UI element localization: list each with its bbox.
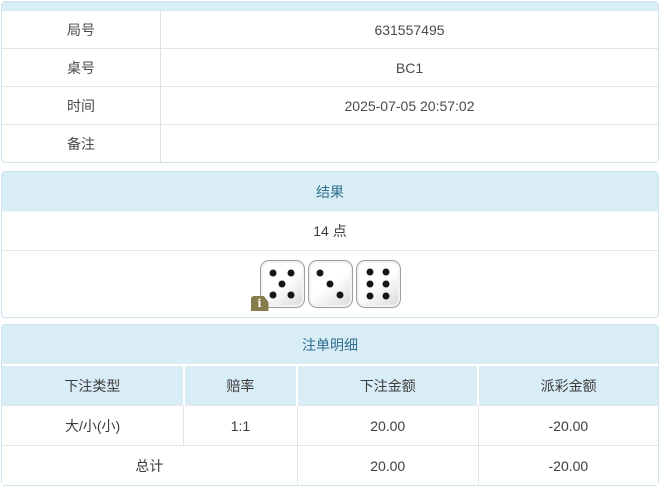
total-payout: -20.00 (477, 445, 658, 485)
table-row: 大/小(小) 1:1 20.00 -20.00 (2, 405, 658, 446)
total-row: 总计 20.00 -20.00 (2, 445, 658, 485)
col-bet-type: 下注类型 (2, 364, 184, 406)
round-id-value: 631557495 (160, 11, 658, 49)
result-points: 14 点 (2, 211, 658, 251)
bet-type-value: 大/小(小) (2, 405, 184, 446)
remark-label: 备注 (2, 124, 161, 162)
result-panel: 结果 14 点 i (1, 171, 659, 318)
table-row: 局号 631557495 (2, 11, 658, 49)
die-2-icon (307, 260, 353, 308)
table-row: 桌号 BC1 (2, 48, 658, 87)
total-label: 总计 (2, 445, 298, 485)
bet-details-table: 下注类型 赔率 下注金额 派彩金额 大/小(小) 1:1 20.00 -20.0… (2, 364, 658, 485)
game-info-table: 局号 631557495 桌号 BC1 时间 2025-07-05 20:57:… (2, 11, 658, 162)
game-info-panel: 局号 631557495 桌号 BC1 时间 2025-07-05 20:57:… (1, 1, 659, 163)
die-1-icon (259, 260, 305, 308)
die-wrapper (355, 260, 401, 308)
payout-value: -20.00 (477, 405, 658, 446)
bet-details-panel: 注单明细 下注类型 赔率 下注金额 派彩金额 大/小(小) 1:1 20.00 … (1, 324, 659, 486)
panel-header-strip (2, 2, 658, 11)
die-wrapper (307, 260, 353, 308)
table-id-label: 桌号 (2, 48, 161, 87)
col-bet-amount: 下注金额 (296, 364, 479, 406)
odds-value: 1:1 (183, 405, 298, 446)
round-id-label: 局号 (2, 11, 161, 49)
info-badge-icon[interactable]: i (250, 296, 269, 311)
remark-value (161, 125, 659, 163)
table-row: 时间 2025-07-05 20:57:02 (2, 86, 658, 125)
bet-amount-value: 20.00 (296, 405, 479, 446)
die-3-icon (355, 260, 401, 308)
col-odds: 赔率 (182, 364, 298, 406)
bet-details-title: 注单明细 (2, 325, 658, 364)
total-bet-amount: 20.00 (296, 445, 479, 485)
col-payout-amount: 派彩金额 (477, 364, 658, 406)
time-label: 时间 (2, 86, 161, 125)
table-header-row: 下注类型 赔率 下注金额 派彩金额 (2, 364, 658, 406)
dice-row: i (2, 251, 658, 317)
table-id-value: BC1 (160, 48, 658, 87)
table-row: 备注 (2, 124, 659, 163)
result-panel-title: 结果 (2, 172, 658, 211)
die-wrapper: i (250, 260, 305, 311)
time-value: 2025-07-05 20:57:02 (160, 86, 658, 125)
